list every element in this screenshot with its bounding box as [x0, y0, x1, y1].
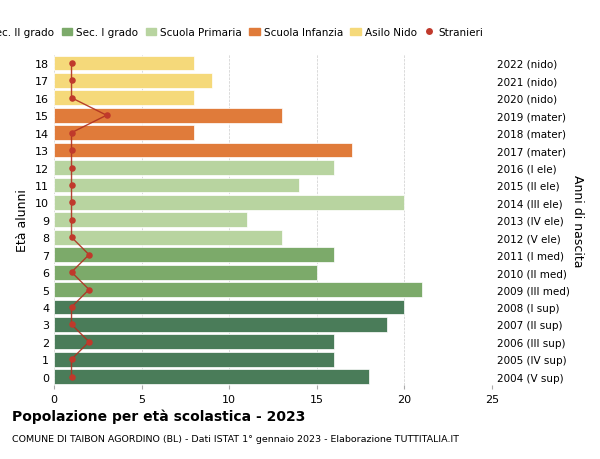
- Point: [84, 338, 94, 346]
- Text: COMUNE DI TAIBON AGORDINO (BL) - Dati ISTAT 1° gennaio 2023 - Elaborazione TUTTI: COMUNE DI TAIBON AGORDINO (BL) - Dati IS…: [12, 434, 459, 442]
- Point: [67, 373, 76, 381]
- Bar: [54, 248, 334, 263]
- Bar: [54, 161, 334, 175]
- Bar: [54, 56, 194, 71]
- Bar: [54, 282, 422, 297]
- Point: [67, 269, 76, 276]
- Point: [67, 356, 76, 363]
- Bar: [54, 196, 404, 210]
- Y-axis label: Anni di nascita: Anni di nascita: [571, 174, 584, 267]
- Bar: [54, 352, 334, 367]
- Point: [67, 303, 76, 311]
- Bar: [54, 178, 299, 193]
- Bar: [54, 126, 194, 141]
- Bar: [54, 91, 194, 106]
- Y-axis label: Età alunni: Età alunni: [16, 189, 29, 252]
- Bar: [54, 74, 212, 89]
- Point: [67, 199, 76, 207]
- Bar: [54, 143, 352, 158]
- Point: [67, 60, 76, 67]
- Point: [67, 147, 76, 154]
- Point: [67, 130, 76, 137]
- Bar: [54, 300, 404, 315]
- Point: [84, 286, 94, 294]
- Bar: [54, 109, 282, 123]
- Point: [67, 95, 76, 102]
- Point: [67, 217, 76, 224]
- Point: [67, 234, 76, 241]
- Bar: [54, 317, 387, 332]
- Point: [67, 321, 76, 328]
- Point: [67, 182, 76, 189]
- Bar: [54, 369, 370, 384]
- Point: [67, 78, 76, 85]
- Text: Popolazione per età scolastica - 2023: Popolazione per età scolastica - 2023: [12, 409, 305, 423]
- Bar: [54, 230, 282, 245]
- Point: [84, 252, 94, 259]
- Point: [67, 164, 76, 172]
- Point: [102, 112, 112, 120]
- Bar: [54, 335, 334, 349]
- Bar: [54, 265, 317, 280]
- Bar: [54, 213, 247, 228]
- Legend: Sec. II grado, Sec. I grado, Scuola Primaria, Scuola Infanzia, Asilo Nido, Stran: Sec. II grado, Sec. I grado, Scuola Prim…: [0, 24, 488, 42]
